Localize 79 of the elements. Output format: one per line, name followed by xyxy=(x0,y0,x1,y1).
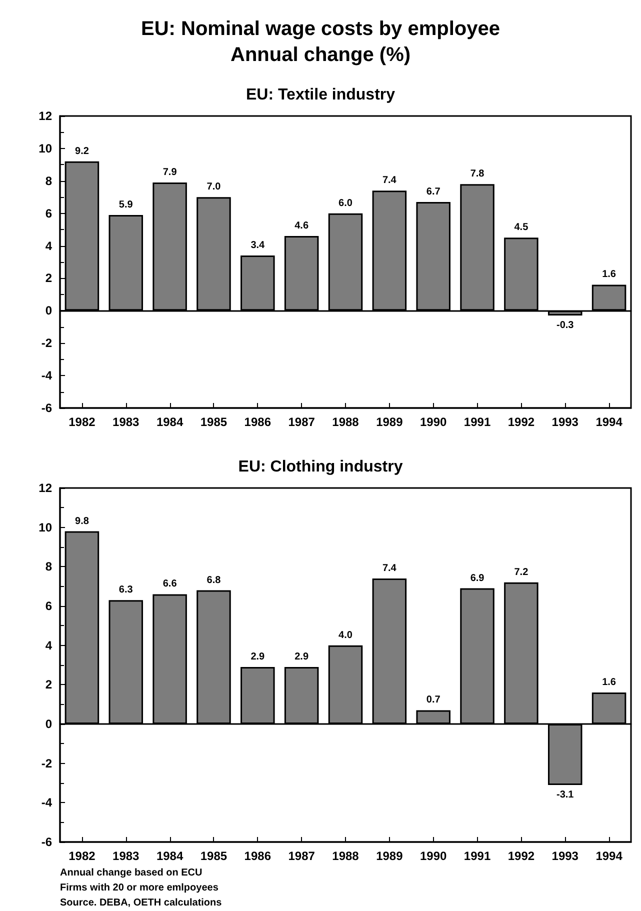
data-label: 7.8 xyxy=(470,168,485,180)
data-label: -3.1 xyxy=(556,789,574,800)
y-tick-label: 8 xyxy=(45,560,52,574)
x-tick-label: 1986 xyxy=(244,415,272,429)
y-tick-label: -4 xyxy=(41,796,52,810)
y-tick-label: 2 xyxy=(45,271,52,286)
data-label: 1.6 xyxy=(602,269,616,280)
y-tick-label: -6 xyxy=(41,835,52,849)
x-tick-label: 1991 xyxy=(464,415,491,429)
x-tick-label: 1987 xyxy=(288,415,316,429)
text: EU: Textile industry xyxy=(246,86,396,104)
x-tick-label: 1984 xyxy=(156,849,184,863)
data-label: 4.0 xyxy=(338,630,353,641)
data-label: 9.8 xyxy=(75,516,90,527)
data-label: 9.2 xyxy=(75,146,90,157)
text: Annual change based on ECU xyxy=(60,868,202,878)
data-label: 1.6 xyxy=(602,677,616,688)
x-tick-label: 1989 xyxy=(376,415,404,429)
data-label: 2.9 xyxy=(250,651,266,662)
data-label: 7.0 xyxy=(206,182,222,193)
data-label: 6.8 xyxy=(206,574,222,586)
data-label: 2.9 xyxy=(294,651,309,662)
chart-title: EU: Clothing industry xyxy=(238,458,403,476)
y-tick-label: 6 xyxy=(45,599,52,613)
x-tick-label: 1992 xyxy=(508,849,535,863)
y-tick-label: 0 xyxy=(45,304,52,318)
data-label: -0.3 xyxy=(556,320,574,332)
data-label: 7.9 xyxy=(162,167,178,178)
y-tick-label: -2 xyxy=(41,336,52,350)
data-label: 3.4 xyxy=(250,240,266,252)
y-tick-label: 10 xyxy=(38,520,52,534)
y-tick-label: 6 xyxy=(45,206,52,220)
x-tick-label: 1992 xyxy=(508,415,535,429)
y-tick-label: 0 xyxy=(45,717,52,731)
data-label: 0.7 xyxy=(426,694,441,706)
x-tick-label: 1985 xyxy=(200,849,228,863)
x-tick-label: 1983 xyxy=(112,849,140,863)
y-tick-label: -6 xyxy=(41,401,52,415)
data-label: 6.9 xyxy=(470,572,485,584)
x-tick-label: 1982 xyxy=(68,415,96,429)
chart-subtitle: Annual change (%) xyxy=(230,44,411,66)
data-label: 4.6 xyxy=(294,220,309,232)
x-tick-label: 1983 xyxy=(112,415,140,429)
x-tick-label: 1994 xyxy=(596,849,623,863)
x-tick-label: 1985 xyxy=(200,415,228,429)
y-tick-label: 2 xyxy=(45,678,52,692)
x-tick-label: 1990 xyxy=(420,849,448,863)
x-tick-label: 1990 xyxy=(420,415,448,429)
y-tick-label: 4 xyxy=(45,638,52,652)
y-tick-label: 10 xyxy=(38,141,52,156)
data-label: 4.5 xyxy=(514,222,529,234)
data-label: 7.4 xyxy=(382,562,397,574)
y-tick-label: 8 xyxy=(45,174,52,188)
data-label: 6.7 xyxy=(426,186,441,198)
x-tick-label: 1986 xyxy=(244,849,272,863)
data-label: 7.4 xyxy=(382,175,397,186)
data-label: 7.2 xyxy=(514,566,529,578)
x-tick-label: 1982 xyxy=(68,849,96,863)
x-tick-label: 1987 xyxy=(288,849,316,863)
y-tick-label: 12 xyxy=(38,481,52,495)
text: Firms with 20 or more emlpoyees xyxy=(60,882,219,894)
y-tick-label: 4 xyxy=(45,238,52,253)
data-label: 6.6 xyxy=(162,578,178,590)
source-note: Source. DEBA, OETH calculations xyxy=(60,898,222,908)
x-tick-label: 1984 xyxy=(156,415,184,429)
x-tick-label: 1993 xyxy=(552,849,579,863)
x-tick-label: 1988 xyxy=(332,415,360,429)
y-tick-label: -2 xyxy=(41,756,52,770)
data-label: 6.0 xyxy=(338,198,353,209)
x-tick-label: 1988 xyxy=(332,849,360,863)
data-label: 5.9 xyxy=(118,199,134,210)
y-tick-label: 12 xyxy=(38,109,52,123)
y-tick-label: -4 xyxy=(41,368,52,383)
x-tick-label: 1989 xyxy=(376,849,404,863)
x-tick-label: 1991 xyxy=(464,849,491,863)
x-tick-label: 1993 xyxy=(552,415,579,429)
chart-title: EU: Nominal wage costs by employee xyxy=(141,18,500,40)
data-label: 6.3 xyxy=(118,584,134,596)
x-tick-label: 1994 xyxy=(596,415,623,429)
